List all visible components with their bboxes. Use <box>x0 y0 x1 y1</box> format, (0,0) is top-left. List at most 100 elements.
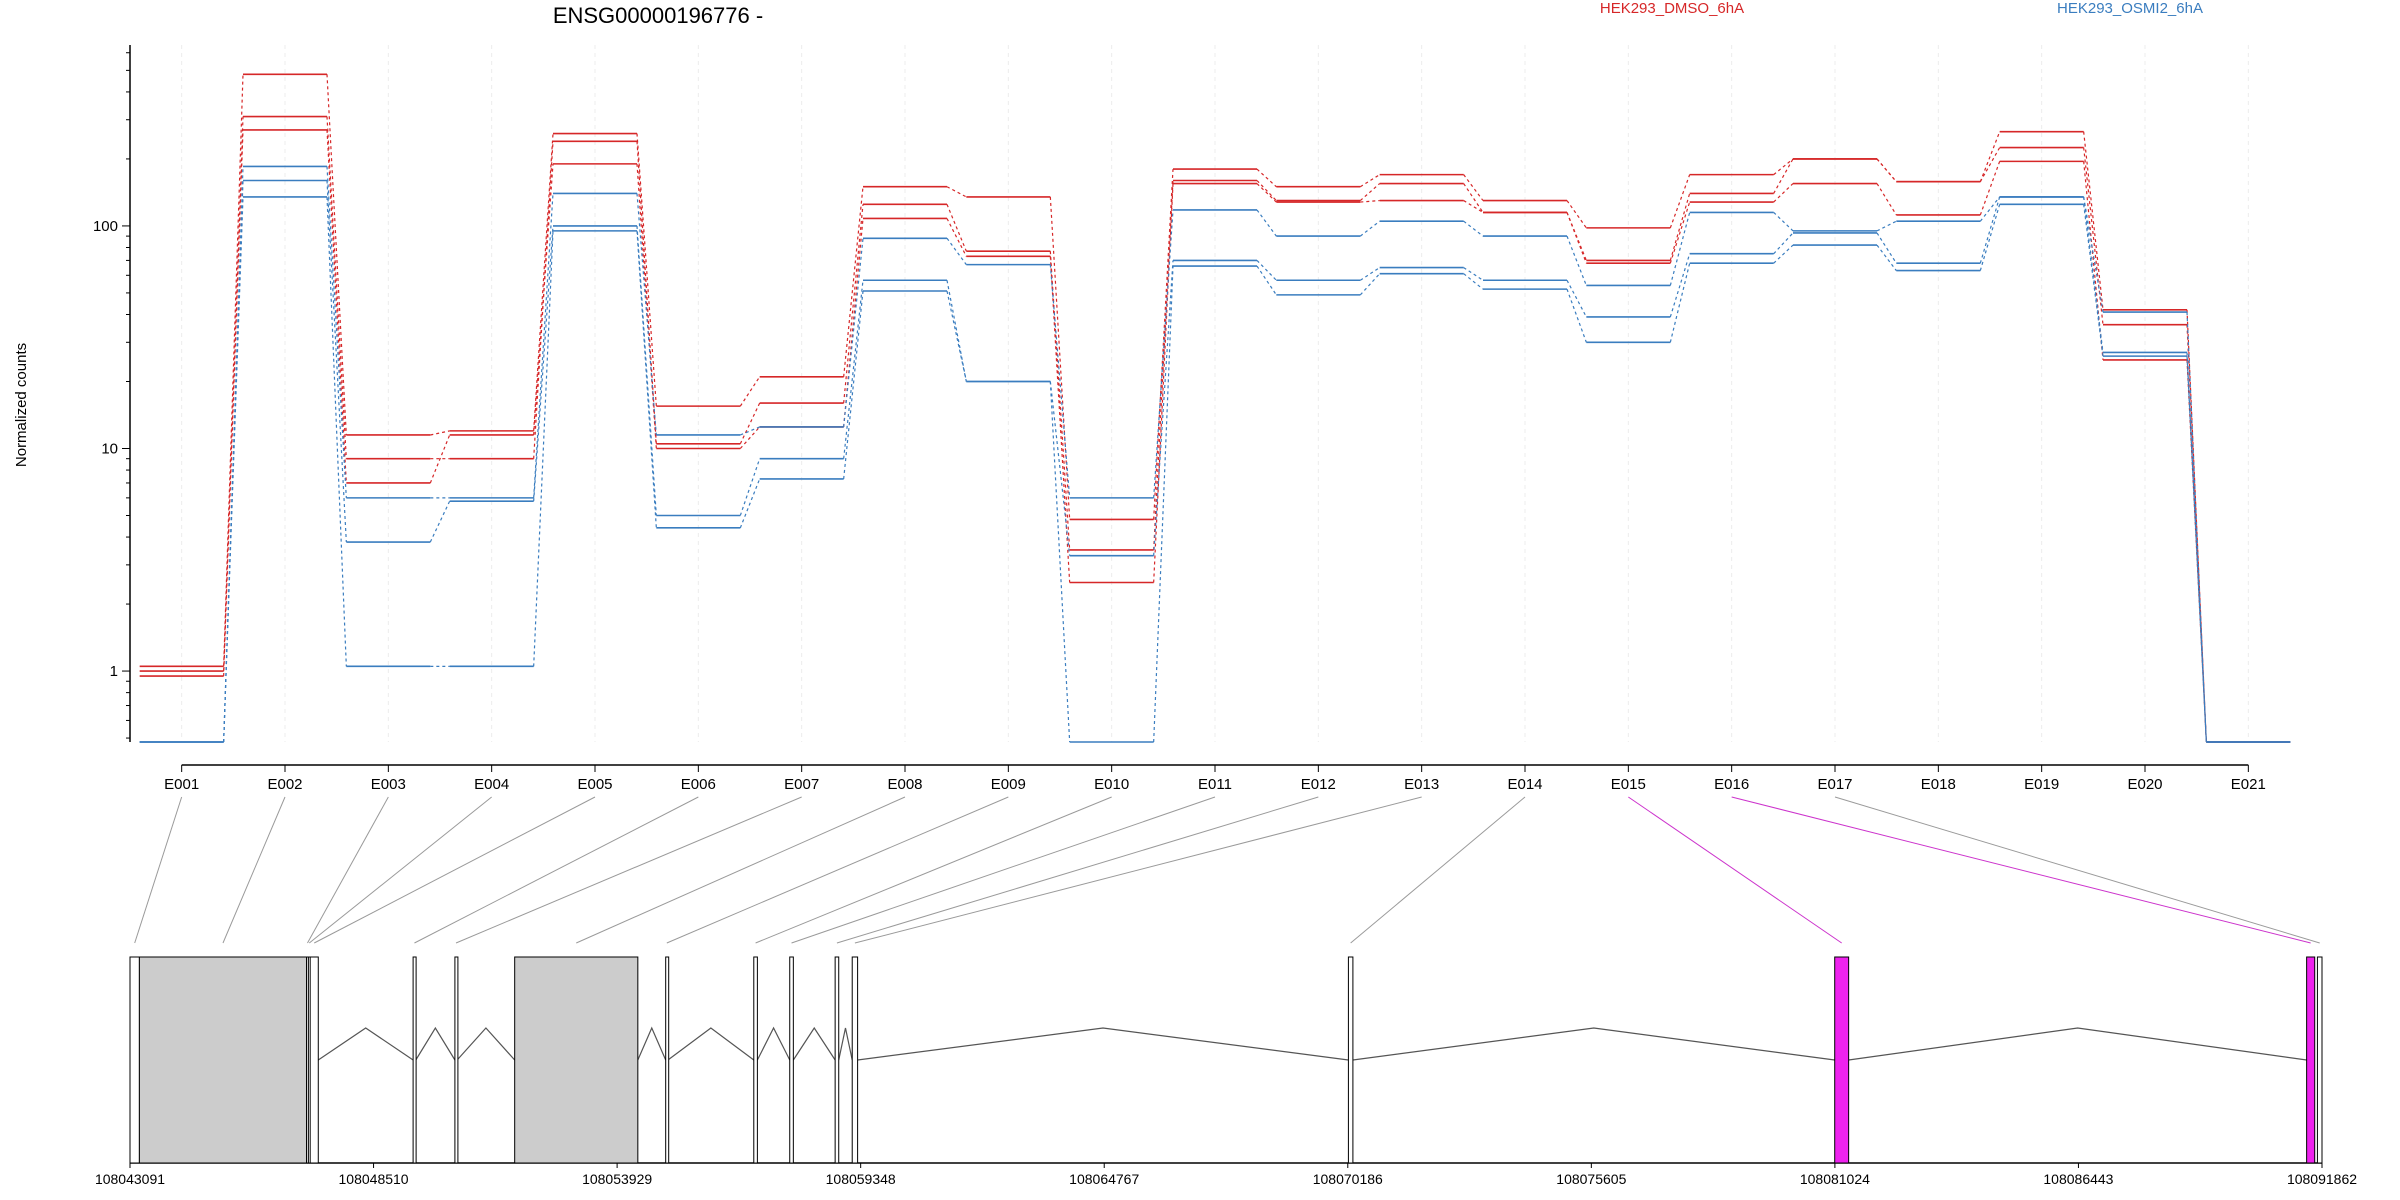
series-4-connector <box>843 238 864 427</box>
exon-box-e005 <box>309 956 319 1164</box>
series-3-connector <box>223 129 244 677</box>
series-6-connector <box>1773 244 1794 264</box>
series-5-connector <box>1463 267 1484 281</box>
series-2-connector <box>1153 180 1174 550</box>
gene-model: 108043091 108048510 108053929 108059348 1080… <box>95 956 2357 1187</box>
series-4-connector <box>1979 196 2001 222</box>
series-5-connector <box>326 180 347 543</box>
series-4-connector <box>1773 211 1794 232</box>
series-5-connector <box>1153 260 1174 556</box>
x-tick-label-e016: E016 <box>1714 776 1749 793</box>
y-tick-label: 100 <box>93 218 118 235</box>
series-6-connector <box>739 478 761 529</box>
series-3-connector <box>1463 200 1484 213</box>
genome-coordinate-label: 108075605 <box>1556 1171 1626 1187</box>
intron-line <box>637 1026 667 1061</box>
series-3-connector <box>429 434 451 484</box>
series-3-connector <box>1669 201 1691 264</box>
x-tick-label-e017: E017 <box>1817 776 1852 793</box>
exon-box-e006 <box>412 956 417 1164</box>
genome-coordinate-label: 108053929 <box>582 1171 652 1187</box>
series-2-connector <box>326 116 347 459</box>
x-tick-label-e005: E005 <box>577 776 612 793</box>
intron-line <box>1352 1027 1835 1061</box>
y-tick-label: 1 <box>110 663 118 680</box>
series-1-connector <box>946 186 967 198</box>
series-3-connector <box>1773 183 1794 203</box>
series-3-connector <box>1360 199 1380 203</box>
x-tick-label-e013: E013 <box>1404 776 1439 793</box>
series-6-connector <box>843 290 864 479</box>
series-5-connector <box>1669 253 1691 318</box>
grid-lines <box>181 45 2249 742</box>
series-1-connector <box>1979 131 2001 182</box>
series-5-connector <box>429 500 451 543</box>
series-2-connector <box>533 141 554 459</box>
x-tick-label-e014: E014 <box>1507 776 1542 793</box>
y-tick-label: 10 <box>101 440 118 457</box>
x-tick-label-e001: E001 <box>164 776 199 793</box>
series-5-connector <box>533 225 554 502</box>
chart-title: ENSG00000196776 - <box>553 3 763 28</box>
series-6-connector <box>1979 204 2001 271</box>
genome-coordinate-label: 108081024 <box>1800 1171 1870 1187</box>
series-1-connector <box>326 74 347 436</box>
series-6-connector <box>946 290 967 382</box>
series-2-connector <box>1359 183 1381 202</box>
series-1-connector <box>1256 168 1277 188</box>
series-1-connector <box>739 376 761 407</box>
series-2-connector <box>1256 180 1277 201</box>
series-4-connector <box>1256 209 1277 237</box>
genome-coordinate-label: 108043091 <box>95 1171 165 1187</box>
series-2-connector <box>1876 158 1897 183</box>
series-2-connector <box>739 402 761 445</box>
series-3-connector <box>1049 256 1071 583</box>
exon-box-e012 <box>834 956 840 1164</box>
series-3-connector <box>946 218 967 257</box>
x-tick-label-e015: E015 <box>1611 776 1646 793</box>
series-4-connector <box>1669 212 1691 286</box>
intron-line <box>415 1026 456 1061</box>
series-1-connector <box>843 186 864 377</box>
connector-e012 <box>836 796 1319 944</box>
series-1-connector <box>533 133 554 431</box>
intron-line <box>857 1027 1349 1061</box>
x-tick-label-e020: E020 <box>2127 776 2162 793</box>
connector-e014 <box>1350 796 1526 944</box>
series-3-connector <box>1979 161 2001 216</box>
series-2-connector <box>1463 183 1484 213</box>
x-tick-label-e008: E008 <box>887 776 922 793</box>
series-6-connector <box>223 196 244 743</box>
series-6-connector <box>1876 244 1897 271</box>
series-5-connector <box>739 458 761 516</box>
exon-box-e017 <box>2316 956 2323 1164</box>
legend-entry-osmi2: HEK293_OSMI2_6hA <box>2057 0 2203 17</box>
exon-box-e015 <box>1834 956 1850 1164</box>
legend-entry-dmso: HEK293_DMSO_6hA <box>1600 0 1744 17</box>
series-2-connector <box>1773 158 1794 194</box>
connector-e016 <box>1731 796 2311 944</box>
series-5-connector <box>1773 232 1794 255</box>
connector-e002 <box>222 796 286 944</box>
y-axis-label: Normalized counts <box>13 343 30 467</box>
series-4-connector <box>1153 209 1174 498</box>
series-5-connector <box>1566 279 1587 318</box>
exon-box-e011 <box>789 956 794 1164</box>
intron-line <box>1848 1027 2307 1061</box>
connector-e007 <box>455 796 802 944</box>
series-6-connector <box>1566 288 1587 343</box>
series-1-connector <box>1566 200 1587 229</box>
series-6-connector <box>1359 273 1381 296</box>
series-5-connector <box>946 280 967 382</box>
x-tick-label-e009: E009 <box>991 776 1026 793</box>
x-tick-label-e010: E010 <box>1094 776 1129 793</box>
genome-coordinate-label: 108059348 <box>826 1171 896 1187</box>
genome-coordinate-label: 108064767 <box>1069 1171 1139 1187</box>
x-tick-label-e006: E006 <box>681 776 716 793</box>
exon-box-e001 <box>129 956 140 1164</box>
series-4-connector <box>1463 220 1484 237</box>
series-5-connector <box>1876 232 1897 264</box>
exon-box-e016 <box>2306 956 2316 1164</box>
